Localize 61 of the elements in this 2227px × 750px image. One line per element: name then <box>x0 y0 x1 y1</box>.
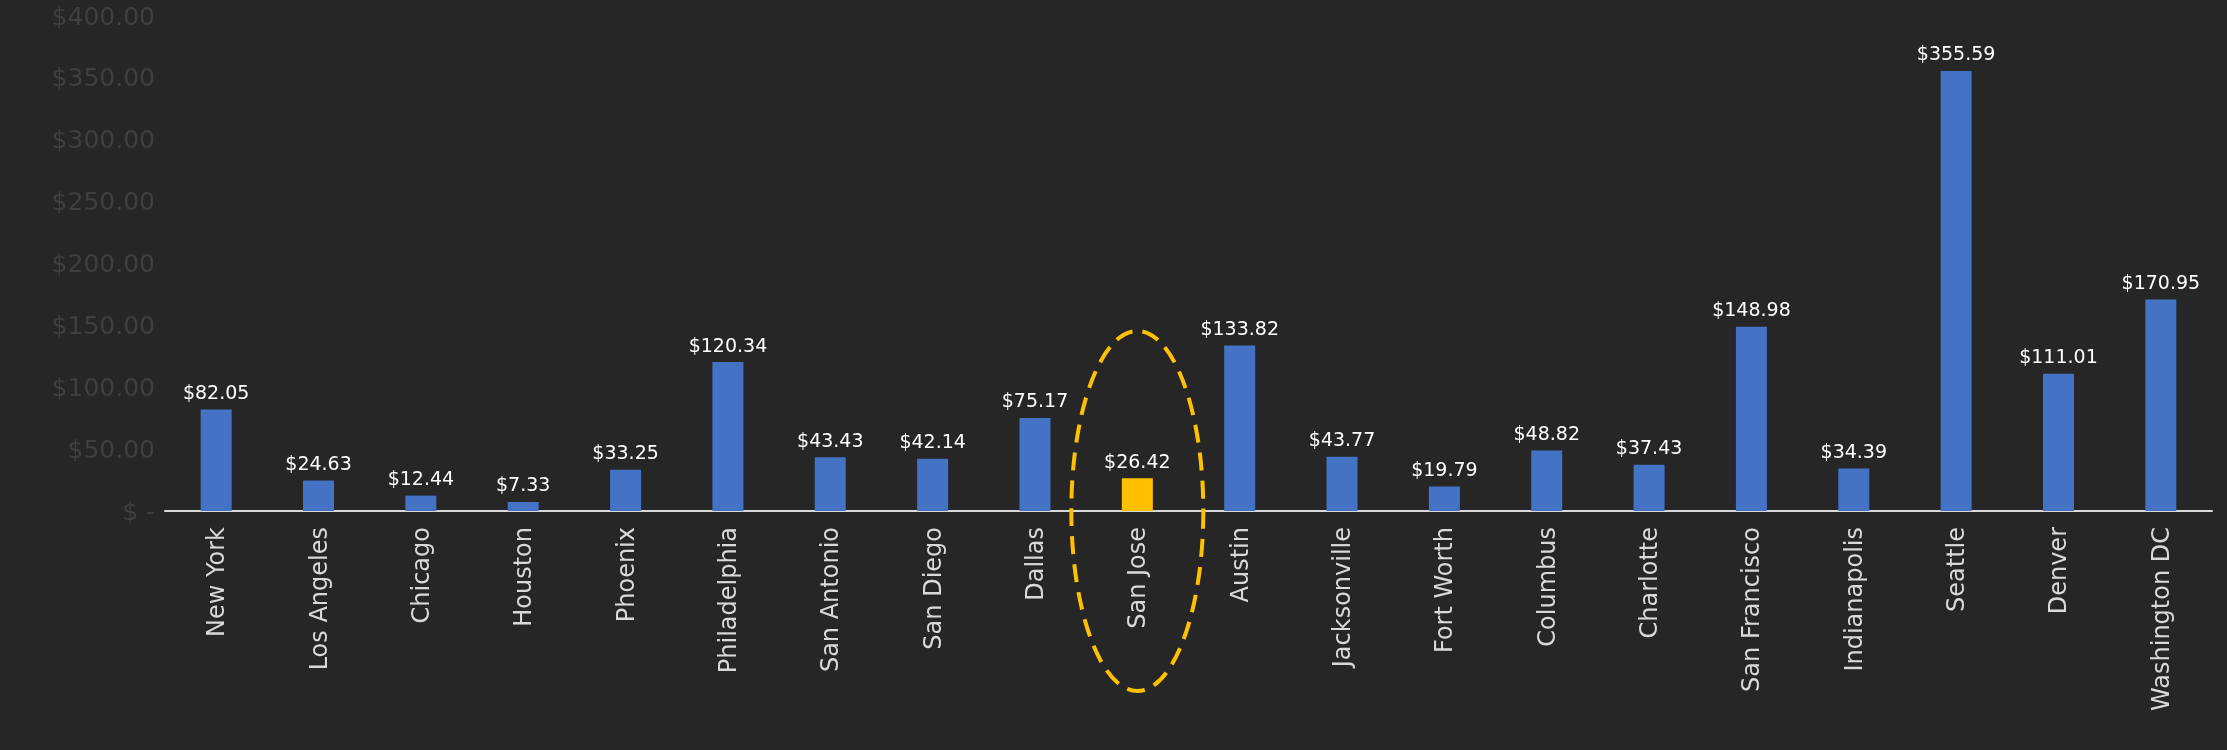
bar <box>814 457 846 511</box>
bar <box>1633 464 1665 511</box>
x-tick-label: Indianapolis <box>1839 527 1868 672</box>
bar <box>1326 456 1358 511</box>
data-label: $37.43 <box>1615 436 1683 459</box>
data-label: $43.77 <box>1308 428 1376 451</box>
x-tick-label: Dallas <box>1020 527 1049 601</box>
x-tick-label: Austin <box>1225 527 1254 603</box>
data-label: $82.05 <box>182 380 250 403</box>
x-tick-label: Philadelphia <box>713 527 742 674</box>
x-tick-label: Denver <box>2044 526 2073 615</box>
bar <box>303 480 335 511</box>
x-tick-label: Houston <box>509 527 538 627</box>
x-tick-label: Columbus <box>1532 527 1561 647</box>
data-label: $133.82 <box>1200 316 1279 339</box>
bar <box>2145 299 2177 511</box>
y-tick-label: $ - <box>122 496 155 526</box>
data-label: $24.63 <box>285 452 352 475</box>
bar <box>1735 326 1767 511</box>
bar <box>507 501 539 511</box>
x-tick-label: Washington DC <box>2146 527 2175 711</box>
data-label: $43.43 <box>797 428 864 451</box>
data-label: $7.33 <box>496 473 551 496</box>
data-label: $148.98 <box>1712 298 1791 321</box>
bar <box>1019 417 1051 511</box>
x-tick-label: Jacksonville <box>1328 527 1357 670</box>
bar <box>1428 486 1460 511</box>
data-label: $48.82 <box>1513 422 1580 445</box>
data-label: $33.25 <box>592 441 659 464</box>
bar <box>200 409 232 511</box>
bar <box>917 458 949 511</box>
x-tick-label: Seattle <box>1942 527 1971 612</box>
x-tick-label: Phoenix <box>611 527 640 623</box>
data-label: $19.79 <box>1411 458 1478 481</box>
bar <box>610 469 642 511</box>
x-tick-label: San Diego <box>918 527 947 650</box>
x-tick-label: Los Angeles <box>304 527 333 671</box>
data-label: $355.59 <box>1916 42 1996 65</box>
bar <box>712 362 744 511</box>
data-label: $170.95 <box>2121 270 2201 293</box>
x-tick-label: Chicago <box>406 527 435 624</box>
data-label: $26.42 <box>1104 449 1171 472</box>
bar <box>1531 450 1563 511</box>
x-tick-label: San Jose <box>1123 527 1152 629</box>
x-tick-label: Charlotte <box>1635 527 1664 639</box>
data-label: $120.34 <box>688 333 768 356</box>
x-tick-label: San Antonio <box>816 527 845 673</box>
bar <box>2042 373 2074 511</box>
bar <box>1940 70 1972 511</box>
bar <box>1838 468 1870 511</box>
data-label: $111.01 <box>2019 345 2098 368</box>
x-tick-label: Fort Worth <box>1430 527 1459 654</box>
data-label: $12.44 <box>387 467 455 490</box>
data-label: $75.17 <box>1001 389 1069 412</box>
data-label: $34.39 <box>1820 439 1888 462</box>
data-label: $42.14 <box>899 430 966 453</box>
x-tick-label: New York <box>202 526 231 637</box>
bar <box>1224 345 1256 511</box>
x-tick-label: San Francisco <box>1737 527 1766 692</box>
bar <box>405 495 437 511</box>
bar <box>1121 478 1153 511</box>
